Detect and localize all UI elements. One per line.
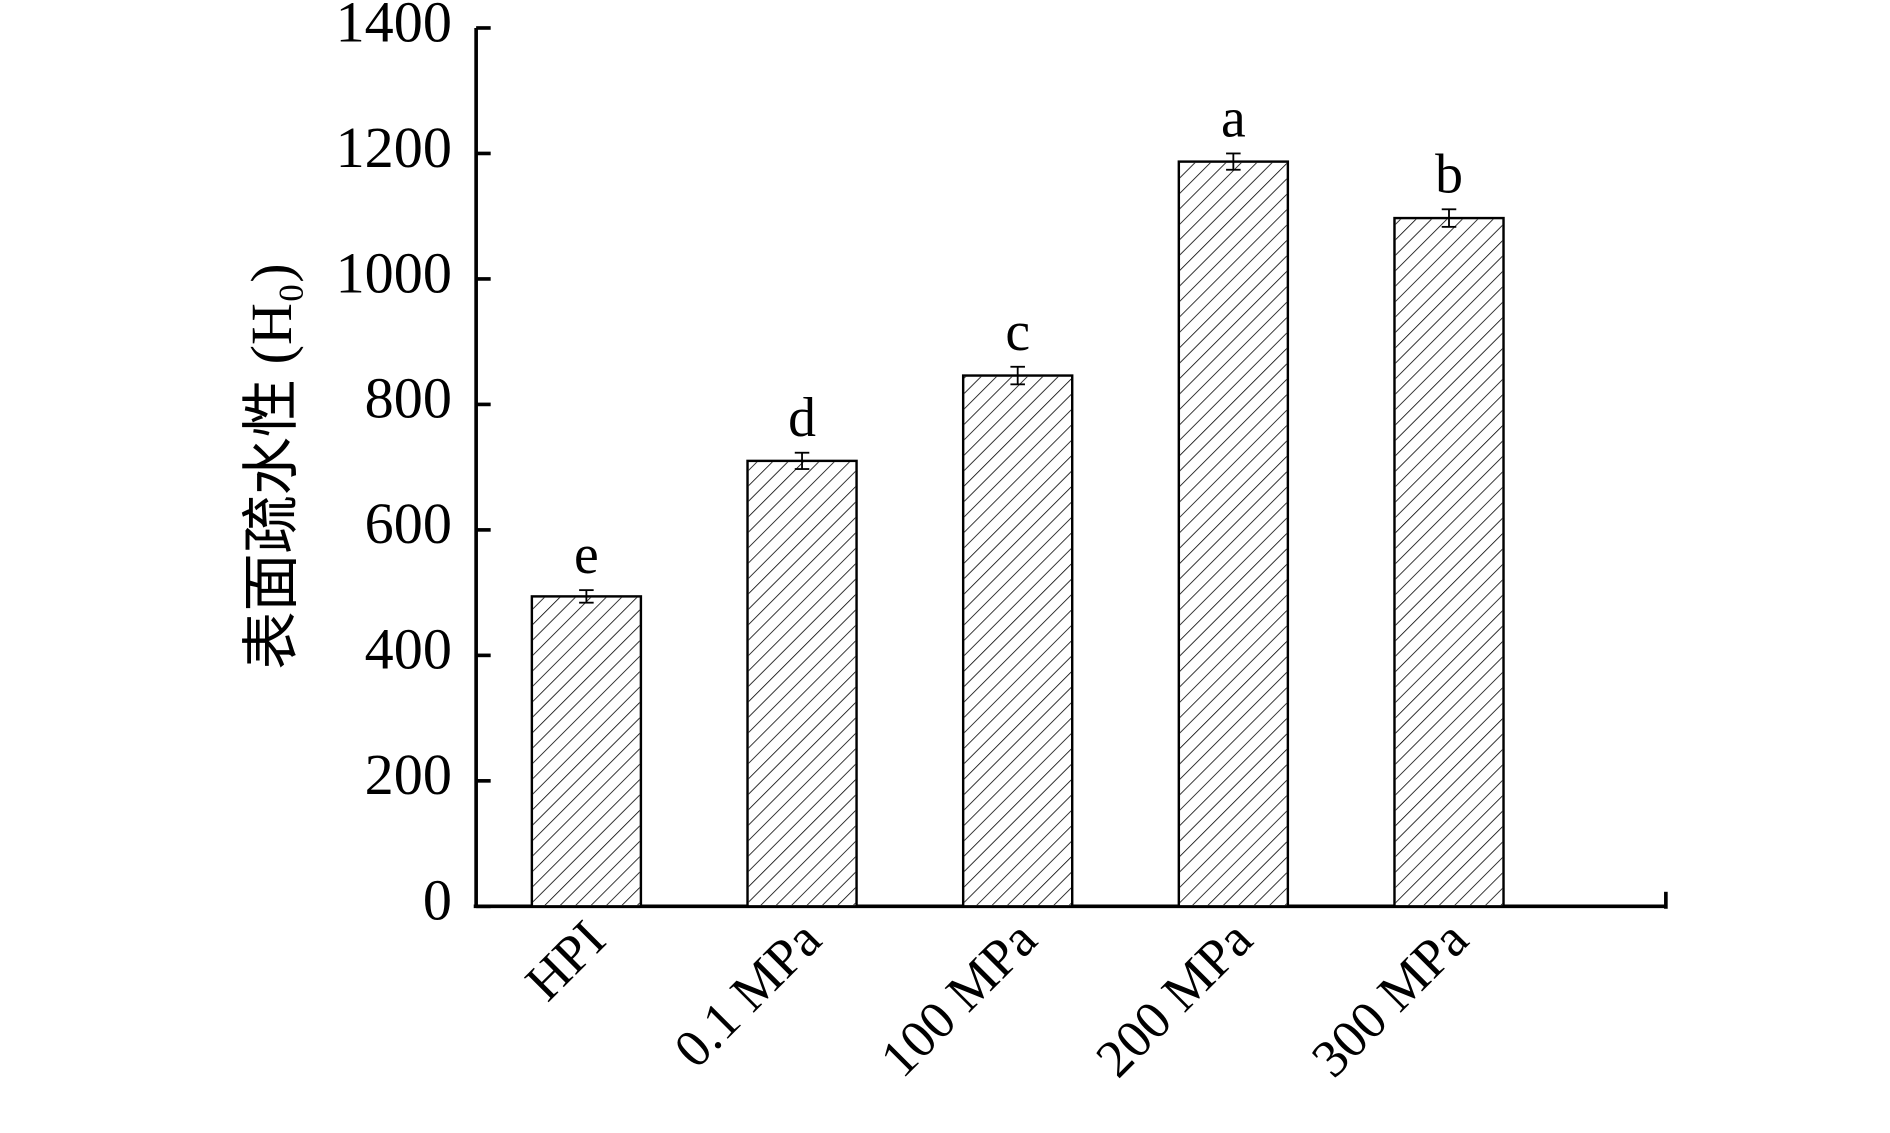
x-tick-label: 100 MPa: [869, 909, 1048, 1088]
bar-hatch: [964, 376, 1071, 906]
x-tick-label: 0.1 MPa: [663, 909, 832, 1078]
error-bar: [794, 451, 810, 470]
bar-hatch: [1395, 219, 1503, 906]
significance-letter: e: [574, 524, 599, 586]
y-tick-label: 200: [365, 742, 452, 807]
x-tick-label: HPI: [514, 909, 616, 1011]
y-tick-label: 0: [423, 868, 452, 933]
error-bar: [1441, 208, 1457, 228]
significance-letter: c: [1005, 301, 1030, 363]
y-tick-label: 1200: [336, 115, 452, 180]
significance-letter: a: [1221, 87, 1246, 149]
y-tick-label: 400: [365, 617, 452, 682]
error-bar: [1226, 152, 1241, 171]
y-axis-label: 表面疏水性 (H₀): [239, 263, 304, 669]
y-tick-label: 800: [365, 366, 452, 431]
bar-hatch: [748, 462, 856, 906]
error-bar: [579, 589, 594, 604]
significance-letter: d: [788, 387, 816, 449]
significance-letter: b: [1435, 143, 1463, 205]
bar-hatch: [533, 597, 640, 906]
y-tick-label: 1400: [336, 0, 452, 54]
x-tick-label: 300 MPa: [1300, 909, 1479, 1088]
y-tick-label: 600: [365, 491, 452, 556]
bar-hatch: [1180, 162, 1287, 906]
y-tick-label: 1000: [336, 240, 452, 305]
x-tick-label: 200 MPa: [1085, 909, 1264, 1088]
error-bar: [1010, 365, 1025, 386]
